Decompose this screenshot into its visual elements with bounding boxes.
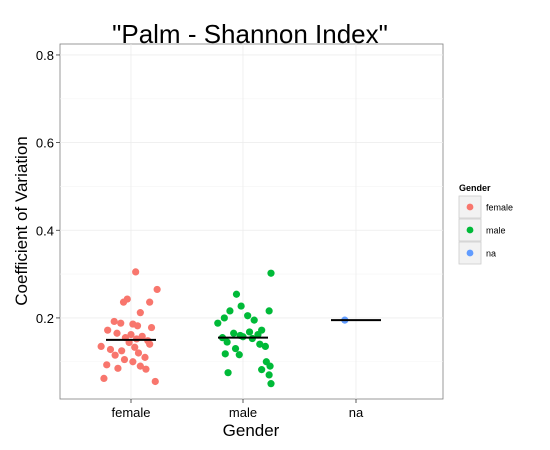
data-point-female bbox=[153, 285, 161, 294]
legend-label-male: male bbox=[486, 226, 506, 236]
data-point-male bbox=[254, 330, 262, 339]
data-point-female bbox=[110, 317, 118, 326]
data-point-female bbox=[106, 345, 115, 354]
y-tick-label: 0.8 bbox=[36, 48, 54, 63]
data-point-female bbox=[147, 323, 156, 332]
data-point-female bbox=[141, 353, 149, 361]
legend-label-female: female bbox=[486, 203, 513, 213]
data-point-male bbox=[223, 338, 231, 346]
data-point-female bbox=[103, 361, 111, 369]
data-point-female bbox=[119, 298, 128, 306]
data-point-male bbox=[245, 328, 254, 336]
data-point-female bbox=[133, 322, 142, 330]
data-point-male bbox=[244, 312, 252, 320]
median-lines bbox=[106, 319, 381, 341]
data-point-female bbox=[117, 319, 125, 327]
x-tick-label: female bbox=[111, 405, 150, 420]
legend-swatch-male bbox=[466, 226, 474, 234]
data-point-female bbox=[118, 347, 126, 355]
data-point-female bbox=[131, 343, 139, 351]
data-point-male bbox=[232, 290, 241, 298]
data-point-male bbox=[250, 316, 258, 324]
data-point-female bbox=[136, 309, 144, 317]
data-point-male bbox=[267, 269, 275, 277]
data-point-male bbox=[258, 366, 266, 374]
data-point-female bbox=[134, 349, 143, 357]
x-tick-label: na bbox=[349, 405, 364, 420]
data-point-female bbox=[97, 342, 105, 351]
data-point-male bbox=[261, 342, 269, 351]
y-axis-title: Coefficient of Variation bbox=[12, 136, 31, 305]
data-point-male bbox=[226, 307, 234, 315]
plot-border bbox=[59, 43, 444, 400]
y-tick-label: 0.4 bbox=[36, 223, 54, 238]
data-point-male bbox=[267, 380, 275, 388]
data-point-male bbox=[237, 302, 245, 310]
data-point-female bbox=[129, 358, 137, 366]
legend-items: female male na bbox=[458, 195, 513, 265]
data-point-male bbox=[235, 351, 243, 359]
legend-swatch-na bbox=[466, 249, 474, 257]
data-point-female bbox=[120, 355, 129, 364]
x-tick-label: male bbox=[229, 405, 257, 420]
data-point-male bbox=[214, 319, 222, 327]
data-point-female bbox=[113, 329, 121, 337]
x-axis-title: Gender bbox=[223, 421, 280, 440]
data-point-female bbox=[151, 377, 159, 386]
data-point-female bbox=[136, 362, 144, 370]
data-point-female bbox=[104, 326, 112, 334]
data-point-female bbox=[114, 364, 122, 372]
legend: Gender female male na bbox=[458, 183, 513, 265]
data-point-female bbox=[138, 332, 146, 340]
data-point-male bbox=[256, 340, 264, 348]
data-point-female bbox=[100, 374, 108, 383]
data-point-male bbox=[265, 307, 273, 315]
plot-panel: 0.2 0.4 0.6 0.8 female male na bbox=[36, 43, 444, 420]
data-point-male bbox=[265, 371, 273, 379]
data-point-female bbox=[146, 340, 154, 348]
data-point-female bbox=[111, 351, 119, 359]
y-tick-label: 0.6 bbox=[36, 136, 54, 151]
y-axis-ticks: 0.2 0.4 0.6 0.8 bbox=[36, 48, 60, 326]
legend-title: Gender bbox=[459, 183, 491, 193]
data-point-male bbox=[221, 350, 229, 358]
legend-label-na: na bbox=[486, 249, 496, 259]
data-points bbox=[97, 268, 349, 388]
data-point-male bbox=[224, 369, 232, 377]
y-tick-label: 0.2 bbox=[36, 311, 54, 326]
data-point-male bbox=[266, 362, 274, 370]
data-point-male bbox=[230, 329, 238, 337]
data-point-female bbox=[146, 298, 154, 306]
data-point-female bbox=[142, 365, 150, 373]
data-point-female bbox=[132, 268, 140, 276]
data-point-male bbox=[220, 314, 228, 322]
data-point-female bbox=[127, 330, 135, 339]
x-axis-ticks: female male na bbox=[111, 399, 364, 420]
data-point-male bbox=[231, 344, 240, 353]
legend-swatch-female bbox=[466, 203, 474, 211]
